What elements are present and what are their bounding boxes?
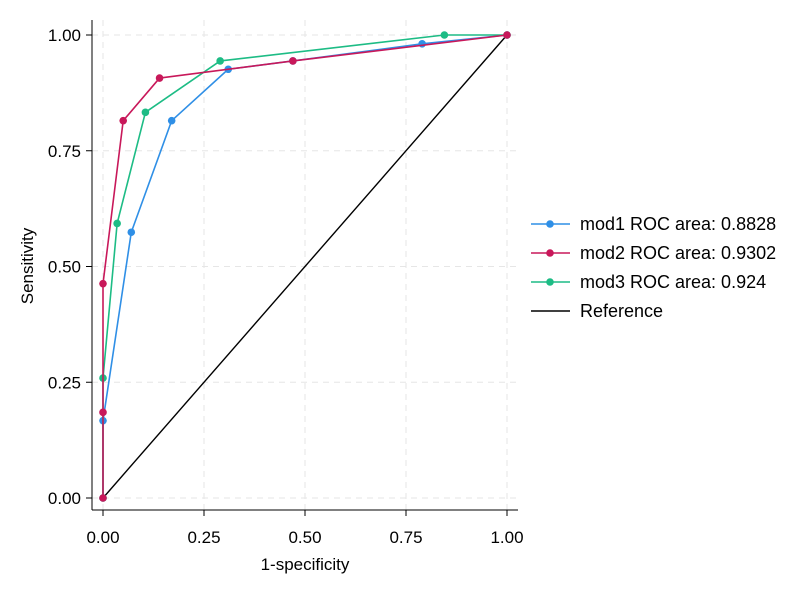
data-point — [155, 74, 164, 82]
series-3 — [102, 34, 508, 499]
y-tick-label: 0.50 — [48, 258, 81, 277]
x-axis-title: 1-specificity — [261, 555, 350, 574]
ticks: 0.00 0.25 0.50 0.75 1.00 0.00 0.25 0.50 0.75 1.00 — [48, 26, 524, 547]
data-point — [440, 31, 449, 39]
data-point — [99, 494, 107, 502]
x-tick-label: 1.00 — [490, 528, 523, 547]
legend-entry-3: Reference — [580, 301, 663, 321]
y-axis-title: Sensitivity — [18, 227, 37, 304]
series-line-0 — [102, 34, 508, 498]
series-line-3 — [102, 34, 508, 499]
data-point — [127, 228, 136, 237]
x-tick-label: 0.00 — [86, 528, 119, 547]
data-point — [99, 279, 107, 288]
legend: mod1 ROC area: 0.8828 mod2 ROC area: 0.93… — [531, 214, 776, 321]
y-tick-label: 0.75 — [48, 142, 81, 161]
data-point — [289, 57, 297, 65]
series-1 — [99, 31, 511, 502]
legend-entry-2: mod3 ROC area: 0.924 — [580, 272, 766, 292]
legend-swatch-marker-1 — [546, 249, 554, 257]
data-point — [216, 57, 224, 65]
x-tick-label: 0.50 — [288, 528, 321, 547]
legend-swatch-marker-2 — [546, 278, 554, 286]
data-point — [503, 31, 511, 39]
data-point — [418, 39, 426, 48]
data-point — [119, 116, 127, 125]
data-point — [141, 108, 150, 117]
legend-entry-0: mod1 ROC area: 0.8828 — [580, 214, 776, 234]
x-tick-label: 0.75 — [389, 528, 422, 547]
series — [99, 31, 511, 502]
x-tick-label: 0.25 — [187, 528, 220, 547]
y-tick-label: 0.25 — [48, 373, 81, 392]
data-point — [99, 408, 107, 417]
legend-entry-1: mod2 ROC area: 0.9302 — [580, 243, 776, 263]
y-tick-label: 0.00 — [48, 489, 81, 508]
data-point — [167, 116, 176, 125]
legend-swatch-marker-0 — [546, 220, 554, 228]
y-tick-label: 1.00 — [48, 26, 81, 45]
data-point — [113, 219, 121, 228]
